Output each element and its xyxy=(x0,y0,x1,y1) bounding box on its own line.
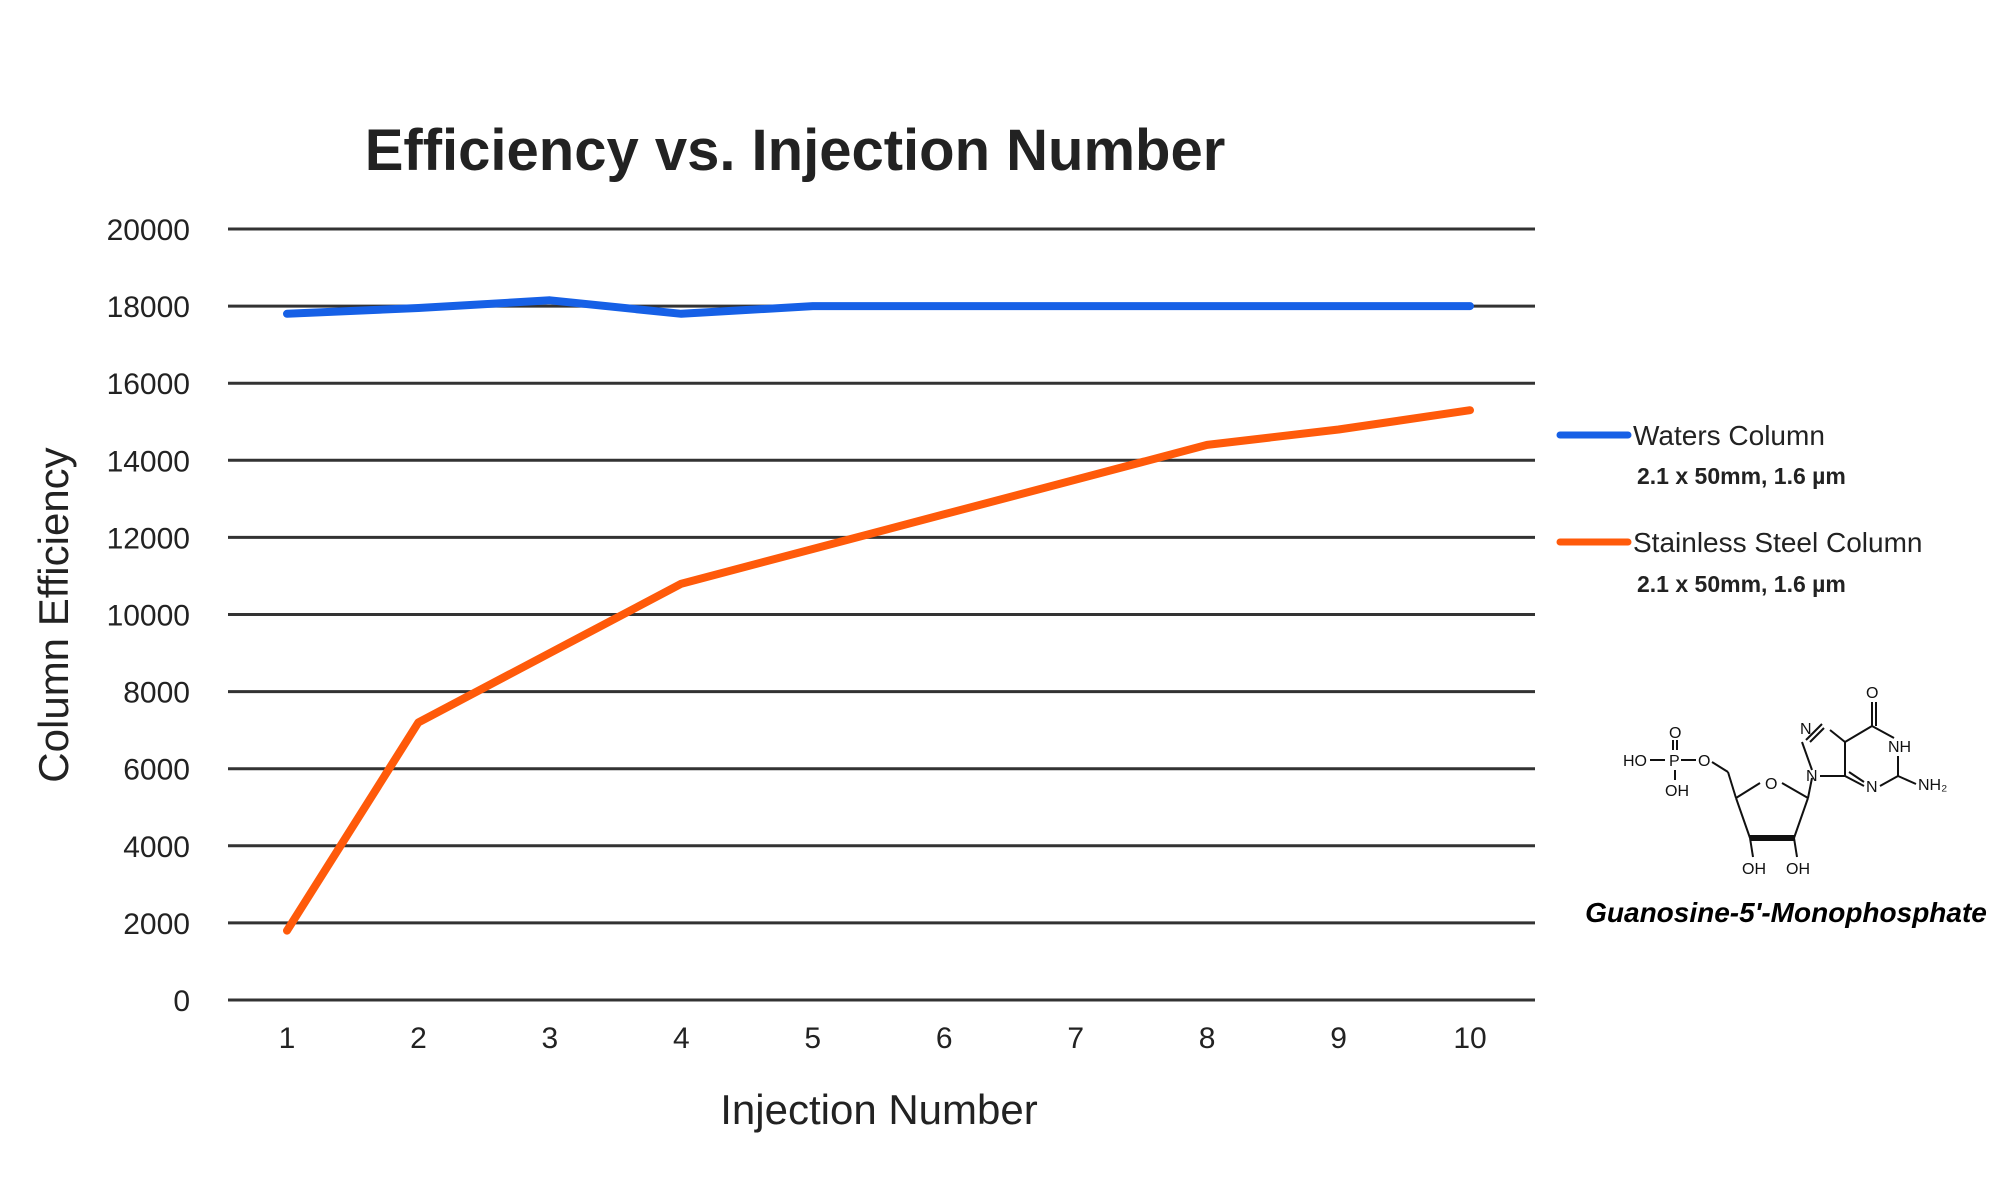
x-tick-label: 4 xyxy=(673,1022,690,1055)
legend-item-stainless[interactable]: Stainless Steel Column 2.1 x 50mm, 1.6 µ… xyxy=(1556,527,1922,597)
atom-label: HO xyxy=(1623,753,1647,770)
y-tick-label: 2000 xyxy=(123,908,190,941)
atom-label: N xyxy=(1866,779,1878,796)
atom-label: O xyxy=(1866,685,1878,702)
y-tick-label: 10000 xyxy=(107,600,190,633)
series-line-waters[interactable] xyxy=(283,296,1474,318)
x-tick-label: 3 xyxy=(542,1022,559,1055)
x-tick-labels: 1 2 3 4 5 6 7 8 9 10 xyxy=(279,1022,1487,1055)
legend-sublabel-waters: 2.1 x 50mm, 1.6 µm xyxy=(1637,463,1846,489)
series-lines xyxy=(283,296,1474,935)
atom-label: OH xyxy=(1742,861,1766,878)
chart-title: Efficiency vs. Injection Number xyxy=(365,118,1226,183)
atom-label: P xyxy=(1669,753,1680,770)
legend-label-waters: Waters Column xyxy=(1633,420,1825,451)
x-tick-label: 2 xyxy=(410,1022,427,1055)
x-tick-label: 6 xyxy=(936,1022,953,1055)
gridlines xyxy=(228,227,1535,1002)
x-axis-label: Injection Number xyxy=(720,1086,1037,1133)
x-tick-label: 9 xyxy=(1330,1022,1347,1055)
y-tick-label: 14000 xyxy=(107,445,190,478)
legend-sublabel-stainless: 2.1 x 50mm, 1.6 µm xyxy=(1637,571,1846,597)
series-line-stainless[interactable] xyxy=(283,406,1474,935)
atom-label: O xyxy=(1698,753,1710,770)
atom-label: O xyxy=(1669,725,1681,742)
molecule-caption: Guanosine-5'-Monophosphate xyxy=(1585,897,1987,928)
y-tick-label: 0 xyxy=(173,985,190,1018)
legend-label-stainless: Stainless Steel Column xyxy=(1633,527,1922,558)
atom-label: OH xyxy=(1786,861,1810,878)
x-tick-label: 7 xyxy=(1067,1022,1084,1055)
legend-item-waters[interactable]: Waters Column 2.1 x 50mm, 1.6 µm xyxy=(1556,420,1846,489)
molecule-structure-icon: HO P O O OH O N N N N NH O NH₂ OH OH xyxy=(1623,685,1947,878)
y-tick-label: 20000 xyxy=(107,214,190,247)
y-tick-label: 12000 xyxy=(107,522,190,555)
y-axis-label: Column Efficiency xyxy=(30,447,77,782)
atom-label: N xyxy=(1806,768,1818,785)
y-tick-label: 4000 xyxy=(123,831,190,864)
x-tick-label: 10 xyxy=(1453,1022,1486,1055)
atom-label: NH xyxy=(1888,739,1911,756)
x-tick-label: 5 xyxy=(804,1022,821,1055)
atom-label: O xyxy=(1765,776,1777,793)
atom-label: N xyxy=(1800,721,1812,738)
y-tick-label: 16000 xyxy=(107,368,190,401)
y-tick-label: 6000 xyxy=(123,754,190,787)
y-tick-label: 8000 xyxy=(123,677,190,710)
legend: Waters Column 2.1 x 50mm, 1.6 µm Stainle… xyxy=(1556,420,1922,597)
atom-label: OH xyxy=(1665,783,1689,800)
atom-label: NH₂ xyxy=(1918,777,1947,794)
y-tick-label: 18000 xyxy=(107,291,190,324)
y-tick-labels: 0 2000 4000 6000 8000 10000 12000 14000 16000 180… xyxy=(107,214,190,1018)
x-tick-label: 8 xyxy=(1199,1022,1216,1055)
x-tick-label: 1 xyxy=(279,1022,296,1055)
